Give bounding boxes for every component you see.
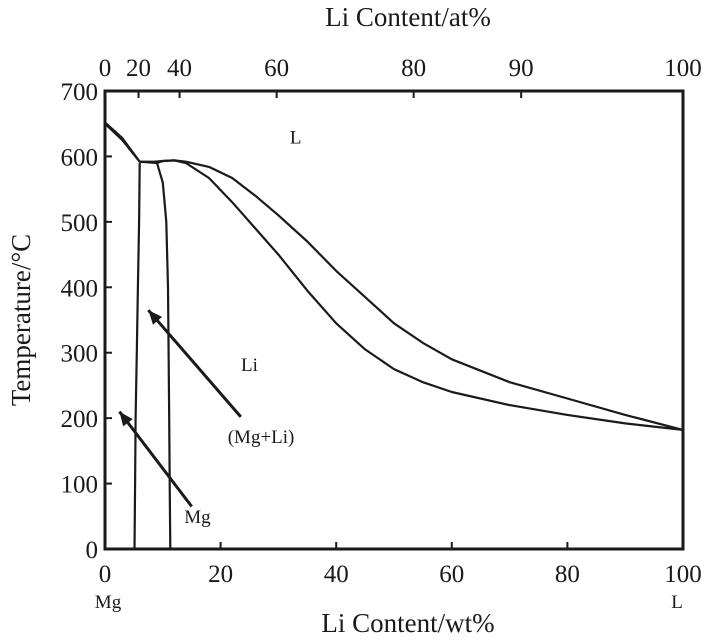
- phase-boundary-3: [133, 162, 141, 550]
- endpoint-label-right: L: [671, 592, 683, 613]
- y-tick-label: 300: [61, 341, 99, 368]
- x-tick-label: 60: [439, 561, 464, 588]
- region-label: (Mg+Li): [228, 427, 295, 448]
- y-tick-label: 700: [61, 79, 99, 106]
- x-axis-title: Li Content/wt%: [321, 608, 494, 638]
- top-tick-label: 20: [126, 55, 151, 82]
- top-tick-label: 60: [264, 55, 289, 82]
- phase-curves: [104, 121, 684, 550]
- y-tick-label: 500: [61, 210, 99, 237]
- annotation-arrows: [118, 309, 242, 508]
- top-tick-label: 80: [401, 55, 426, 82]
- x-tick-label: 100: [664, 561, 702, 588]
- y-tick-label: 600: [61, 144, 99, 171]
- y-tick-label: 100: [61, 472, 99, 499]
- x-tick-label: 0: [99, 561, 112, 588]
- annotation-arrow-line: [147, 309, 242, 418]
- region-label: Li: [241, 355, 258, 376]
- y-axis-title: Temperature/°C: [6, 234, 36, 406]
- x-tick-label: 80: [555, 561, 580, 588]
- endpoint-label-left: Mg: [95, 592, 122, 613]
- top-tick-label: 90: [509, 55, 534, 82]
- top-axis-title: Li Content/at%: [325, 2, 491, 32]
- phase-boundary-4: [155, 162, 172, 550]
- y-axis-ticks: 0 100 200 300 400 500 600 700: [61, 79, 112, 564]
- plot-frame: [103, 89, 685, 551]
- top-tick-label: 0: [99, 55, 112, 82]
- annotation-arrow-line: [118, 410, 193, 508]
- top-axis-ticks: 0 20 40 60 80 90 100: [99, 55, 702, 98]
- x-tick-label: 40: [324, 561, 349, 588]
- y-tick-label: 200: [61, 406, 99, 433]
- region-label: L: [290, 127, 302, 148]
- x-tick-label: 20: [208, 561, 233, 588]
- y-tick-label: 400: [61, 275, 99, 302]
- x-axis-ticks: 0 20 40 60 80 100: [99, 542, 702, 588]
- top-tick-label: 40: [167, 55, 192, 82]
- phase-boundary-2: [104, 121, 684, 431]
- region-label: Mg: [184, 507, 211, 528]
- region-labels: L Li (Mg+Li) Mg: [184, 127, 301, 527]
- y-tick-label: 0: [86, 537, 99, 564]
- phase-boundary-1: [104, 122, 684, 431]
- top-tick-label: 100: [664, 55, 702, 82]
- annotation-arrow-head: [119, 411, 133, 427]
- annotation-arrow-head: [148, 310, 163, 325]
